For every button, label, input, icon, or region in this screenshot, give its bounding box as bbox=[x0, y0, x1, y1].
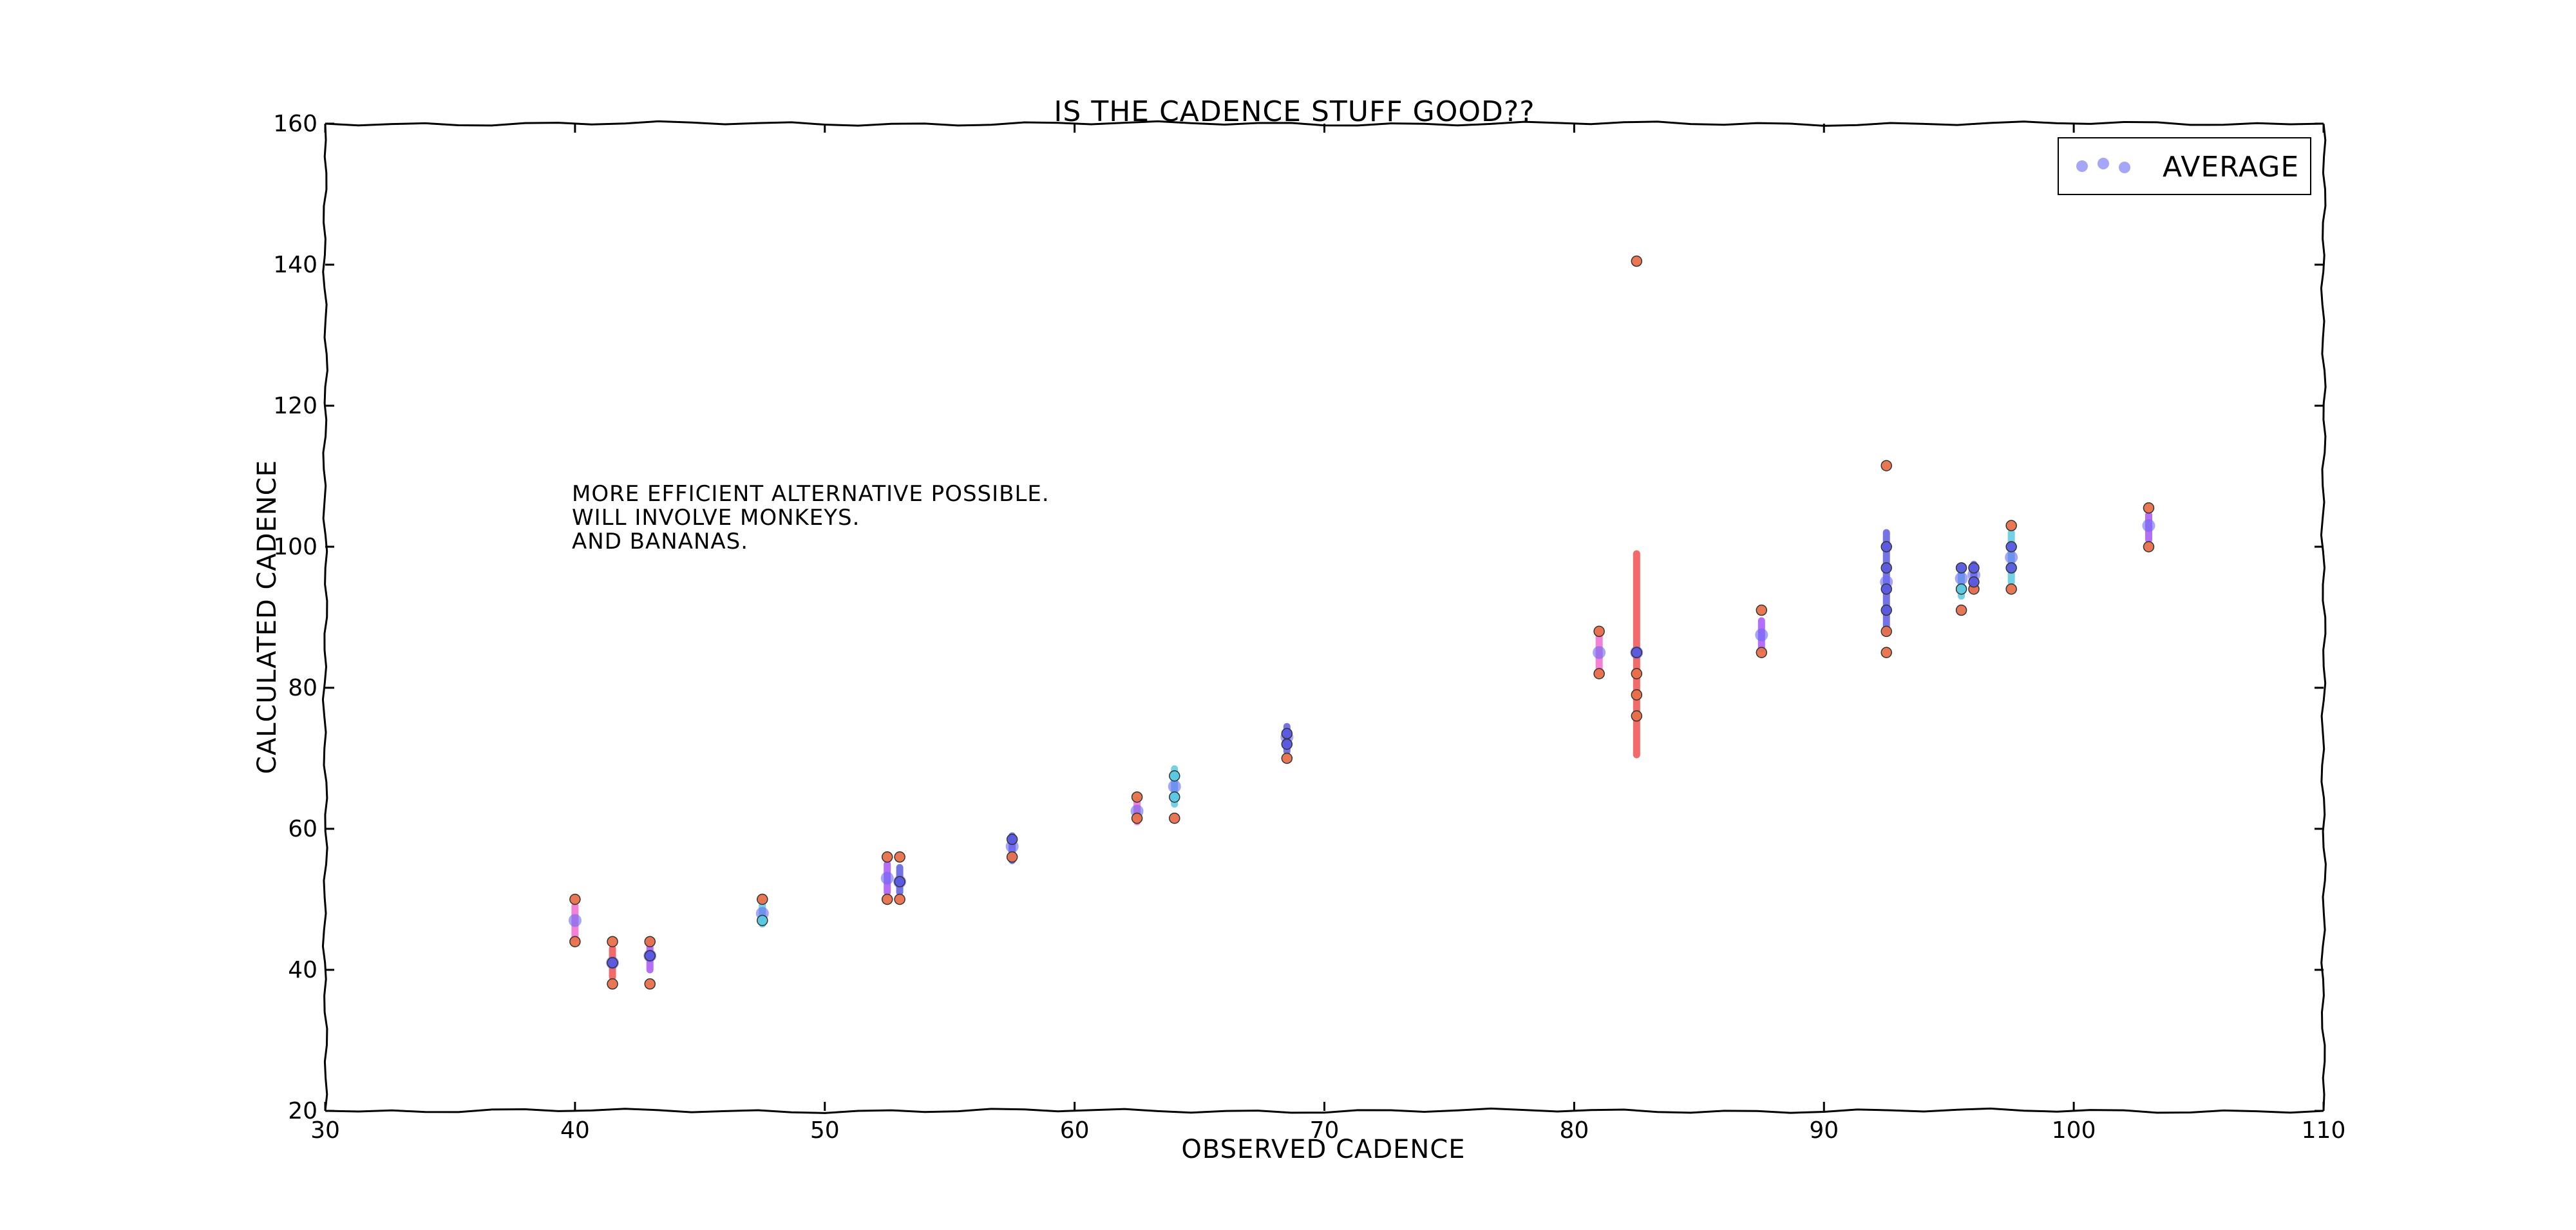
sample-point bbox=[881, 893, 893, 905]
sample-point bbox=[757, 893, 768, 905]
sample-point bbox=[894, 876, 905, 887]
x-tick-label: 110 bbox=[2302, 1117, 2346, 1144]
sample-point bbox=[1169, 812, 1180, 824]
legend-marker-3 bbox=[2119, 162, 2130, 173]
frame-bottom bbox=[325, 1107, 2324, 1114]
average-point bbox=[1593, 646, 1606, 659]
y-tick-label: 20 bbox=[288, 1098, 317, 1124]
sample-point bbox=[644, 936, 656, 947]
x-tick-label: 40 bbox=[560, 1117, 590, 1144]
y-axis-label: CALCULATED CADENCE bbox=[252, 460, 282, 774]
legend-marker-2 bbox=[2098, 158, 2109, 169]
x-tick-label: 30 bbox=[310, 1117, 340, 1144]
average-point bbox=[1755, 628, 1768, 641]
average-point bbox=[880, 871, 894, 885]
sample-point bbox=[1006, 833, 1018, 846]
sample-point bbox=[607, 957, 618, 969]
sample-point bbox=[1968, 562, 1980, 574]
annotation: MORE EFFICIENT ALTERNATIVE POSSIBLE. WIL… bbox=[572, 481, 1050, 554]
sample-point bbox=[1169, 791, 1180, 803]
sample-point bbox=[757, 914, 768, 927]
sample-point bbox=[1880, 562, 1892, 574]
sample-point bbox=[1281, 752, 1293, 764]
sample-point bbox=[881, 851, 893, 863]
annotation-line-2: WILL INVOLVE MONKEYS. bbox=[572, 505, 860, 531]
sample-point bbox=[644, 950, 656, 961]
x-tick-label: 80 bbox=[1559, 1117, 1589, 1144]
y-tick-label: 80 bbox=[288, 675, 317, 701]
y-tick-label: 120 bbox=[273, 393, 317, 419]
average-point bbox=[1168, 780, 1181, 793]
sample-point bbox=[1631, 647, 1643, 658]
sample-point bbox=[1880, 583, 1892, 595]
sample-point bbox=[1880, 604, 1892, 616]
frame-right bbox=[2320, 123, 2327, 1112]
sample-point bbox=[1880, 647, 1892, 658]
x-tick-label: 100 bbox=[2052, 1117, 2096, 1144]
legend-marker-1 bbox=[2076, 160, 2088, 172]
sample-point bbox=[644, 978, 656, 990]
legend: AVERAGE bbox=[2058, 137, 2311, 195]
error-bars bbox=[571, 511, 2152, 981]
x-tick-label: 90 bbox=[1809, 1117, 1839, 1144]
average-point bbox=[2142, 519, 2155, 533]
sample-point bbox=[1631, 668, 1643, 679]
sample-point bbox=[1631, 255, 1643, 267]
sample-point bbox=[1955, 604, 1967, 616]
sample-point bbox=[1955, 583, 1967, 595]
sample-point bbox=[607, 936, 618, 947]
sample-point bbox=[1880, 541, 1892, 553]
annotation-line-1: MORE EFFICIENT ALTERNATIVE POSSIBLE. bbox=[572, 481, 1050, 507]
sample-point bbox=[894, 893, 905, 905]
sample-point bbox=[1880, 460, 1892, 471]
sample-point bbox=[1968, 576, 1980, 588]
sample-point bbox=[607, 978, 618, 990]
y-tick-label: 160 bbox=[273, 111, 317, 137]
sample-point bbox=[1281, 728, 1293, 739]
average-point bbox=[2005, 551, 2018, 564]
sample-point bbox=[2005, 583, 2017, 595]
sample-point bbox=[894, 851, 905, 863]
sample-point bbox=[1593, 668, 1605, 679]
sample-point bbox=[1169, 770, 1180, 782]
sample-point bbox=[1955, 562, 1967, 574]
sample-point bbox=[1281, 738, 1293, 750]
x-tick-label: 50 bbox=[810, 1117, 840, 1144]
sample-point bbox=[569, 936, 581, 947]
y-tick-label: 40 bbox=[288, 957, 317, 983]
sample-point bbox=[2143, 541, 2155, 553]
sample-point bbox=[1880, 625, 1892, 638]
legend-label: AVERAGE bbox=[2163, 151, 2299, 184]
sample-point bbox=[2005, 562, 2017, 574]
y-tick-label: 60 bbox=[288, 816, 317, 842]
average-point bbox=[568, 914, 582, 927]
y-tick-label: 100 bbox=[273, 534, 317, 560]
sample-point bbox=[1631, 710, 1643, 722]
sample-point bbox=[1756, 647, 1768, 658]
x-tick-label: 70 bbox=[1310, 1117, 1340, 1144]
data-points bbox=[568, 255, 2155, 990]
sample-point bbox=[2005, 541, 2017, 553]
x-axis-ticks: 30 40 50 60 70 80 90 100 110 bbox=[310, 124, 2345, 1144]
plot-frame bbox=[321, 120, 2327, 1114]
sample-point bbox=[1631, 689, 1643, 701]
frame-left bbox=[321, 123, 328, 1112]
sample-point bbox=[1006, 851, 1018, 863]
sample-point bbox=[2143, 502, 2155, 514]
y-tick-label: 140 bbox=[273, 252, 317, 278]
annotation-line-3: AND BANANAS. bbox=[572, 529, 748, 554]
sample-point bbox=[1756, 604, 1768, 616]
sample-point bbox=[1131, 791, 1143, 803]
sample-point bbox=[1593, 625, 1605, 638]
x-axis-label: OBSERVED CADENCE bbox=[1181, 1135, 1465, 1164]
sample-point bbox=[569, 893, 581, 905]
x-tick-label: 60 bbox=[1060, 1117, 1090, 1144]
y-axis-ticks: 20 40 60 80 100 120 140 160 bbox=[273, 111, 2324, 1124]
average-point bbox=[1955, 572, 1968, 585]
sample-point bbox=[2005, 520, 2017, 531]
sample-point bbox=[1131, 812, 1143, 824]
